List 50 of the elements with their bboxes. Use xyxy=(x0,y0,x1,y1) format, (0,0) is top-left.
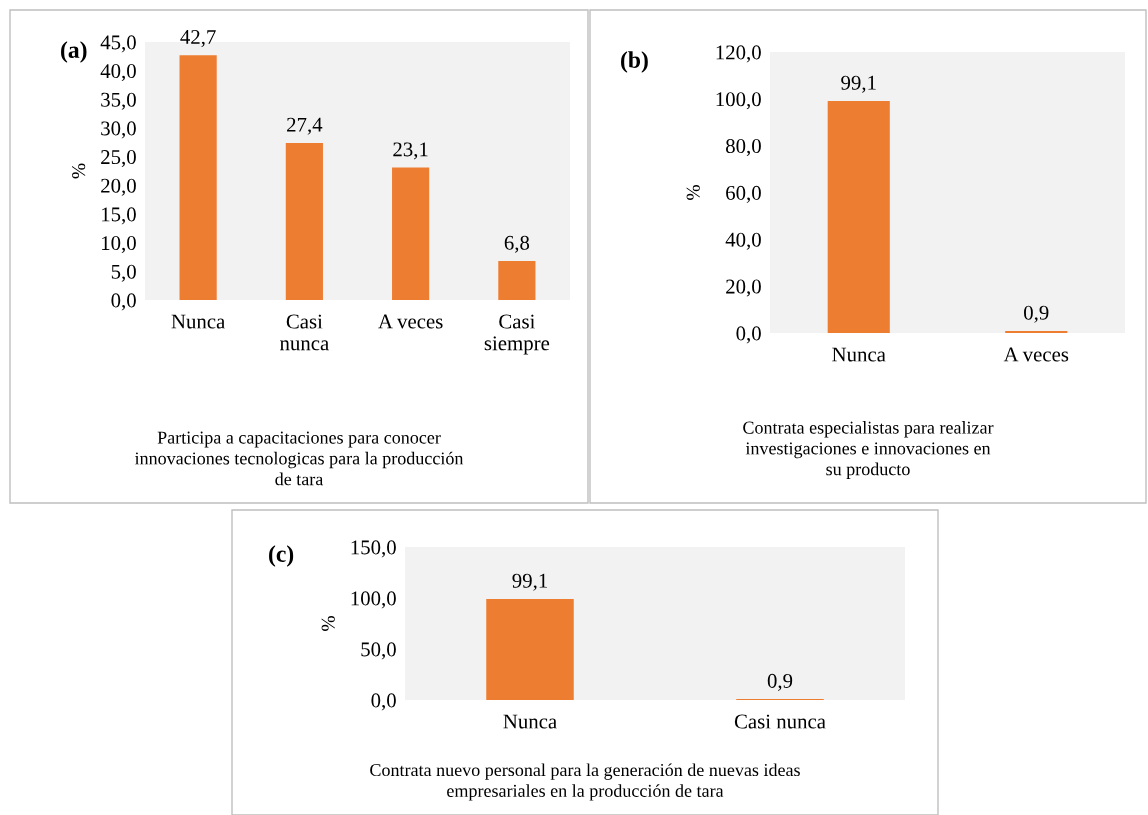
y-tick-label: 0,0 xyxy=(111,293,136,311)
x-tick-label: Nunca xyxy=(832,347,886,362)
data-label: 27,4 xyxy=(287,117,323,135)
y-tick-label: 25,0 xyxy=(101,150,136,168)
x-axis-title: Contrata nuevo personal para la generación de nuevas ideas empresariales en la producción de tara xyxy=(370,763,800,801)
y-axis-title: % xyxy=(321,616,335,631)
bar xyxy=(179,55,217,300)
x-tick-label: A veces xyxy=(378,314,443,329)
y-tick-label: 0,0 xyxy=(371,693,396,711)
x-tick-label: Nunca xyxy=(503,714,557,729)
data-label: 6,8 xyxy=(504,235,530,253)
data-label: 99,1 xyxy=(512,573,547,591)
x-tick-label: Casi siempre xyxy=(484,314,550,355)
bar xyxy=(392,167,430,300)
data-label: 0,9 xyxy=(1024,305,1049,323)
bar xyxy=(498,261,536,300)
y-tick-label: 100,0 xyxy=(716,92,761,110)
data-label: 23,1 xyxy=(393,142,428,160)
x-tick-label: Casi nunca xyxy=(734,714,826,729)
x-axis-title: Participa a capacitaciones para conocer innovaciones tecnologicas para la producción de tara xyxy=(134,431,464,486)
data-label: 42,7 xyxy=(180,30,216,48)
y-tick-label: 35,0 xyxy=(101,92,136,110)
y-tick-label: 40,0 xyxy=(725,232,761,250)
x-tick-label: A veces xyxy=(1003,347,1069,362)
y-tick-label: 50,0 xyxy=(361,642,396,660)
y-tick-label: 100,0 xyxy=(351,591,396,609)
y-axis-title: % xyxy=(72,163,86,179)
y-tick-label: 150,0 xyxy=(351,540,396,558)
data-label: 0,9 xyxy=(767,673,793,691)
y-tick-label: 20,0 xyxy=(726,279,761,297)
y-axis-title: % xyxy=(686,185,700,200)
y-tick-label: 15,0 xyxy=(102,207,136,225)
x-tick-label: Nunca xyxy=(171,314,226,329)
y-tick-label: 20,0 xyxy=(101,178,136,196)
bar xyxy=(285,142,323,300)
y-tick-label: 45,0 xyxy=(100,35,136,53)
y-tick-label: 40,0 xyxy=(100,64,136,82)
y-tick-label: 80,0 xyxy=(726,139,761,157)
y-tick-label: 120,0 xyxy=(716,45,761,63)
text: (c) xyxy=(269,545,294,567)
text: (b) xyxy=(621,51,648,73)
y-tick-label: 10,0 xyxy=(102,236,136,254)
y-tick-label: 5,0 xyxy=(111,264,136,282)
data-label: 99,1 xyxy=(841,75,876,93)
text: (a) xyxy=(61,41,87,63)
x-tick-label: Casi nunca xyxy=(279,314,329,351)
y-tick-label: 60,0 xyxy=(726,185,761,203)
x-axis-title: Contrata especialistas para realizar investigaciones e innovaciones en su producto xyxy=(743,421,994,479)
y-tick-label: 30,0 xyxy=(101,121,136,139)
y-tick-label: 0,0 xyxy=(736,326,761,344)
